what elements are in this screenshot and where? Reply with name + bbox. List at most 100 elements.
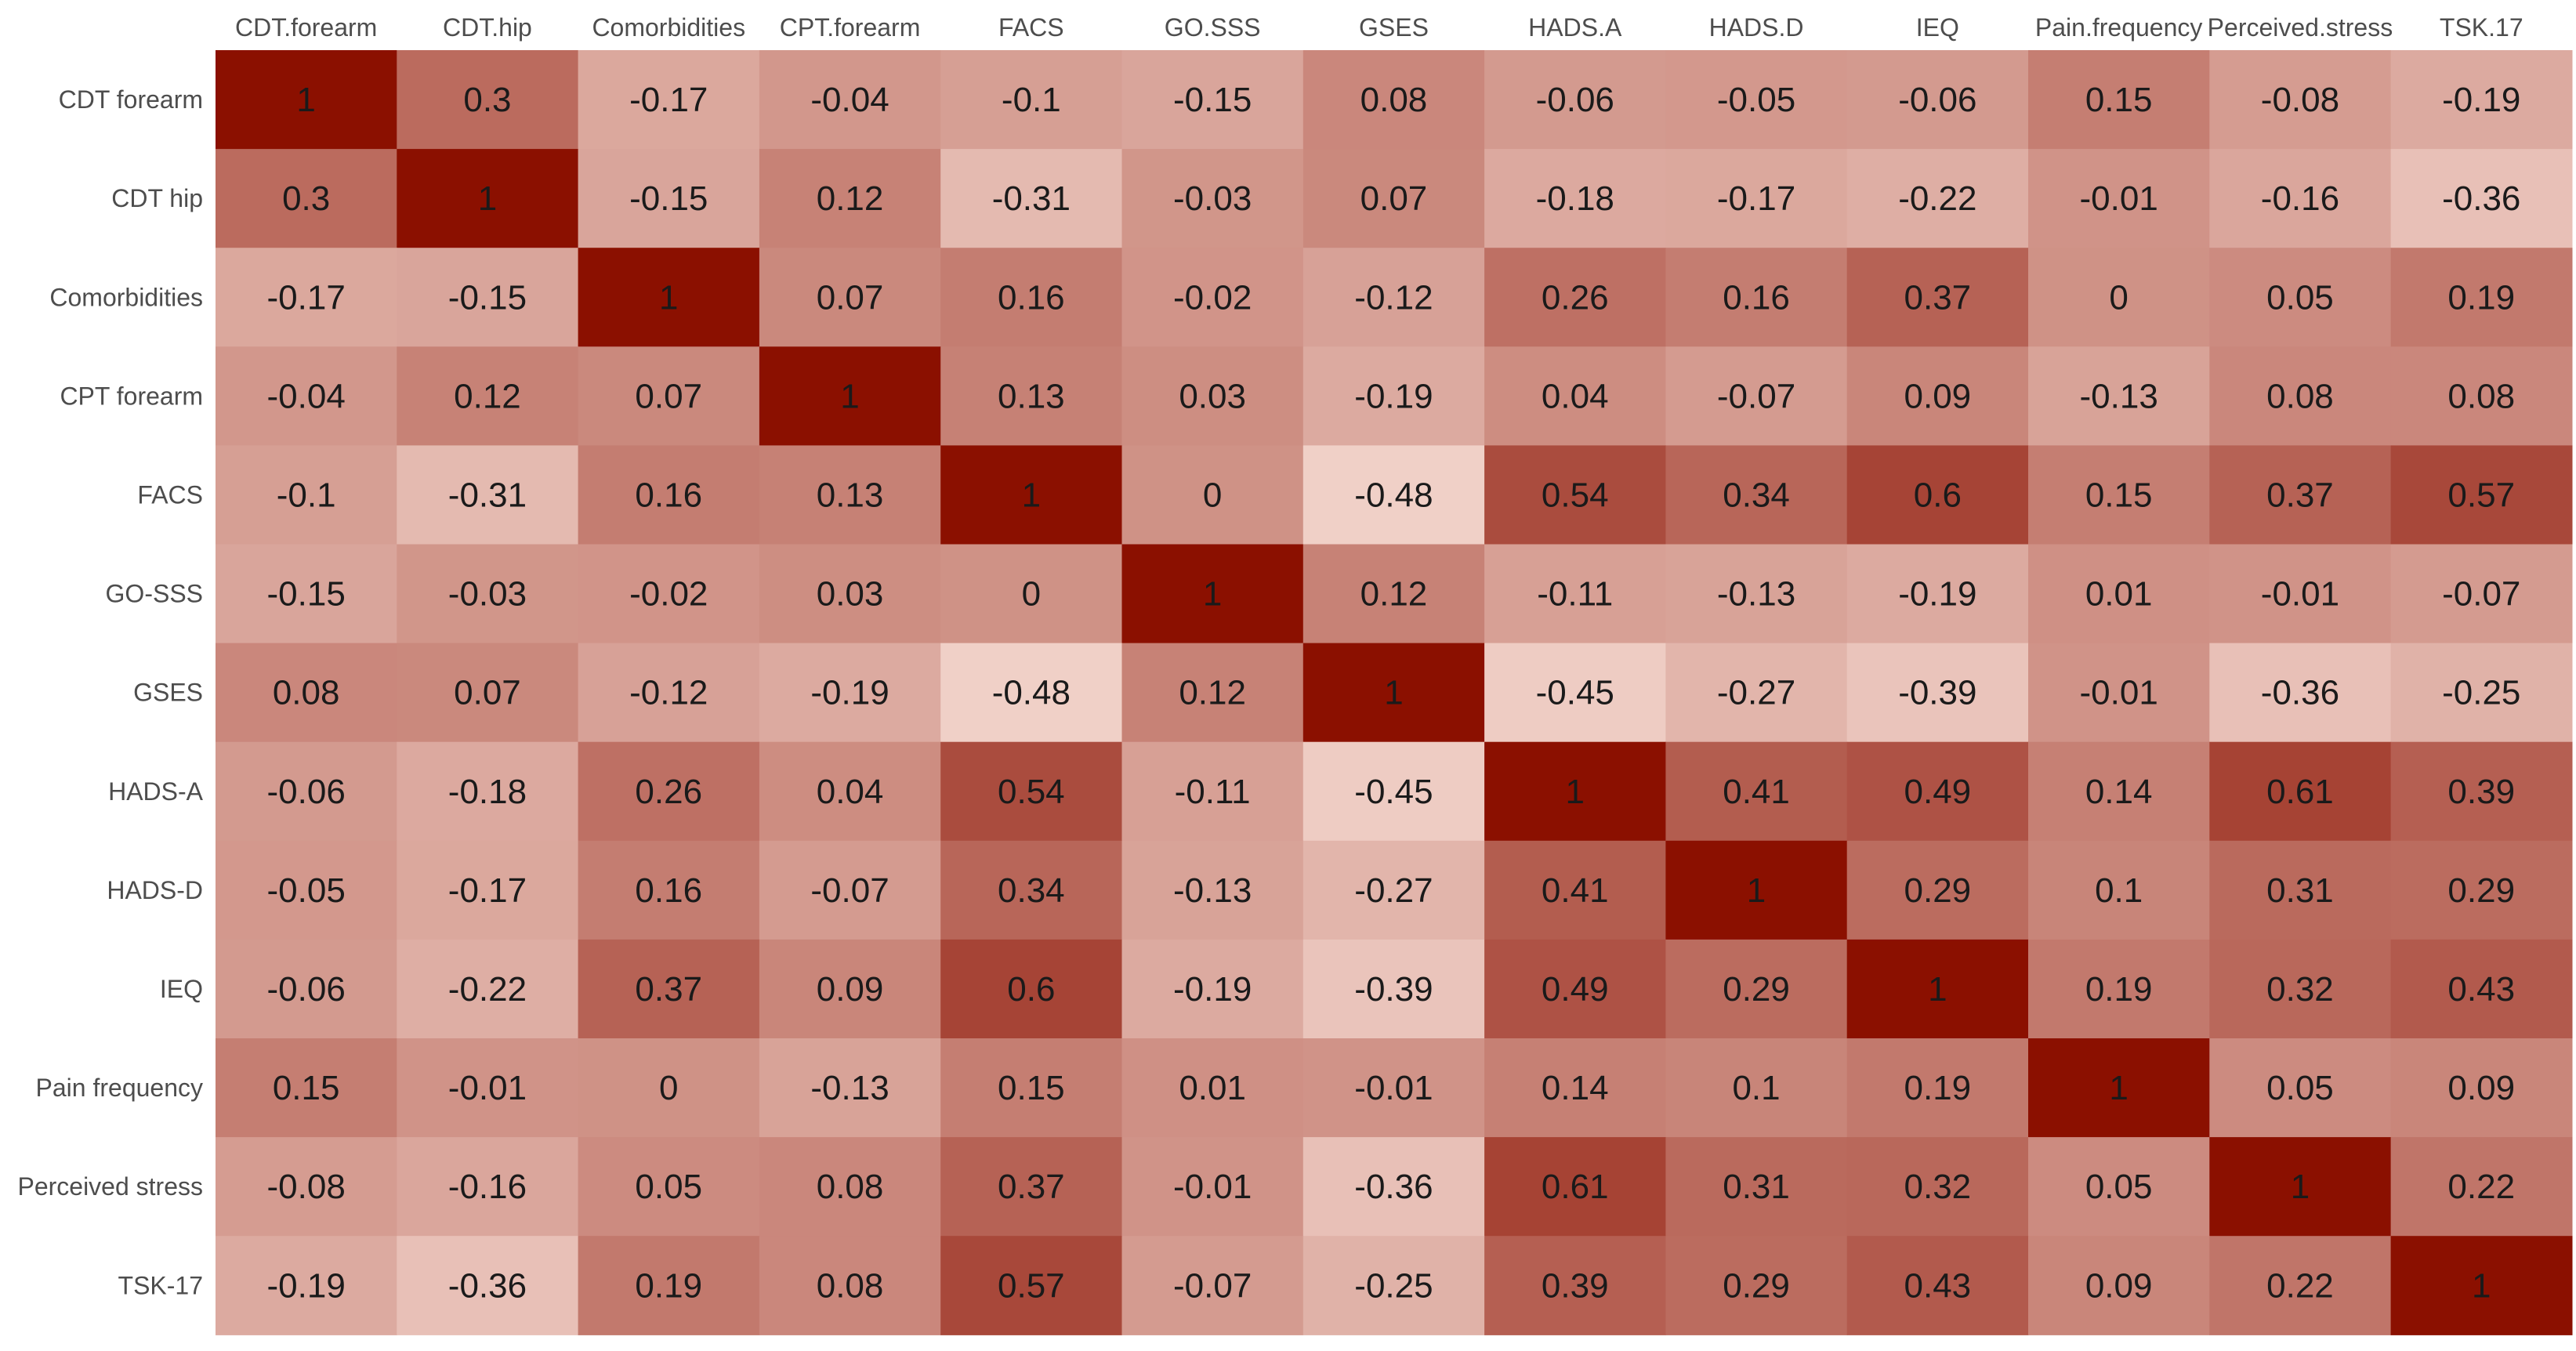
cell-value-label: -0.17	[448, 871, 527, 910]
heatmap-cell	[1846, 840, 2029, 940]
cell-value-label: -0.17	[267, 278, 346, 317]
cell-value-label: 0.37	[635, 970, 702, 1009]
row-label: GO-SSS	[106, 580, 203, 608]
heatmap-cell	[1302, 50, 1485, 150]
cell-value-label: 0.14	[2085, 773, 2153, 811]
heatmap-cell	[1665, 840, 1848, 940]
heatmap-cell	[1846, 1236, 2029, 1335]
cell-value-label: 0.07	[1360, 179, 1428, 218]
heatmap-cell	[2209, 346, 2392, 446]
row-label: TSK-17	[118, 1271, 203, 1299]
cell-value-label: 0.6	[1914, 476, 1962, 514]
cell-value-label: -0.15	[1173, 81, 1252, 119]
cell-value-label: -0.19	[2442, 81, 2520, 119]
heatmap-cell	[1846, 1038, 2029, 1138]
heatmap-cell	[397, 1236, 579, 1335]
cell-value-label: 0.15	[2085, 476, 2153, 514]
heatmap-cell	[578, 346, 760, 446]
cell-value-label: 0.22	[2266, 1266, 2334, 1305]
heatmap-cell	[1121, 741, 1304, 842]
heatmap-cell	[1846, 741, 2029, 842]
column-label: CDT.hip	[443, 13, 532, 42]
cell-value-label: 0.07	[817, 278, 884, 317]
heatmap-cell	[2209, 741, 2392, 842]
cell-value-label: -0.18	[448, 773, 527, 811]
heatmap-cell	[759, 939, 941, 1039]
heatmap-cell	[1665, 1038, 1848, 1138]
cell-value-label: -0.01	[2080, 674, 2158, 712]
heatmap-cell	[1846, 346, 2029, 446]
column-label: IEQ	[1916, 13, 1959, 42]
heatmap-cell	[2209, 1038, 2392, 1138]
cell-value-label: 0.34	[1723, 476, 1790, 514]
cell-value-label: -0.19	[1173, 970, 1252, 1009]
heatmap-cell	[759, 346, 941, 446]
cell-value-label: 0.41	[1723, 773, 1790, 811]
cell-value-label: 0.49	[1542, 970, 1609, 1009]
row-label: CDT hip	[111, 184, 203, 212]
cell-value-label: -0.05	[1717, 81, 1795, 119]
heatmap-cell	[2390, 149, 2573, 248]
heatmap-cell	[2209, 840, 2392, 940]
heatmap-cell	[1846, 1137, 2029, 1237]
heatmap-cell	[940, 1236, 1123, 1335]
heatmap-cell	[2390, 1137, 2573, 1237]
cell-value-label: 0.16	[1723, 278, 1790, 317]
cell-value-label: 0.12	[454, 377, 521, 415]
heatmap-cell	[397, 445, 579, 545]
cell-value-label: 0.16	[635, 476, 702, 514]
heatmap-cell	[2209, 643, 2392, 743]
heatmap-cell	[397, 248, 579, 347]
heatmap-cell	[1484, 643, 1666, 743]
heatmap-cell	[2390, 1038, 2573, 1138]
cell-value-label: 0.1	[2095, 871, 2143, 910]
cell-value-label: -0.25	[1354, 1266, 1433, 1305]
cell-value-label: 0.31	[2266, 871, 2334, 910]
heatmap-cell	[759, 149, 941, 248]
heatmap-cell	[2390, 643, 2573, 743]
heatmap-cell	[578, 248, 760, 347]
cell-value-label: -0.11	[1175, 773, 1251, 811]
cell-value-label: -0.16	[2261, 179, 2339, 218]
heatmap-cell	[1665, 248, 1848, 347]
heatmap-cell	[578, 741, 760, 842]
heatmap-cell	[578, 50, 760, 150]
heatmap-cell	[578, 1137, 760, 1237]
cell-value-label: -0.22	[448, 970, 527, 1009]
cell-value-label: -0.13	[1717, 575, 1795, 614]
cell-value-label: -0.06	[267, 773, 346, 811]
cell-value-label: 1	[296, 81, 315, 119]
cell-value-label: -0.17	[1717, 179, 1795, 218]
heatmap-cell	[1121, 346, 1304, 446]
cell-value-label: 0.08	[2447, 377, 2515, 415]
heatmap-cell	[759, 643, 941, 743]
cell-value-label: 0.54	[1542, 476, 1609, 514]
cell-value-label: -0.08	[267, 1168, 346, 1206]
column-label: HADS.A	[1528, 13, 1622, 42]
heatmap-cell	[578, 544, 760, 644]
cell-value-label: 0.3	[463, 81, 511, 119]
cell-value-label: 0.29	[1904, 871, 1972, 910]
cell-value-label: 0.01	[2085, 575, 2153, 614]
cell-value-label: -0.07	[1173, 1266, 1252, 1305]
cell-value-label: 0.1	[1732, 1069, 1780, 1107]
cell-value-label: -0.13	[810, 1069, 889, 1107]
heatmap-cell	[397, 149, 579, 248]
cell-value-label: -0.1	[277, 476, 336, 514]
cell-value-label: 0.61	[2266, 773, 2334, 811]
cell-value-label: 0.37	[2266, 476, 2334, 514]
cell-value-label: -0.02	[629, 575, 708, 614]
heatmap-cell	[1302, 939, 1485, 1039]
cell-value-label: -0.19	[1354, 377, 1433, 415]
heatmap-cell	[1484, 346, 1666, 446]
cell-value-label: 0.41	[1542, 871, 1609, 910]
heatmap-cell	[2209, 149, 2392, 248]
heatmap-cell	[759, 1038, 941, 1138]
column-label: Perceived.stress	[2208, 13, 2393, 42]
column-label: Pain.frequency	[2035, 13, 2202, 42]
cell-value-label: -0.48	[992, 674, 1071, 712]
cell-value-label: -0.04	[810, 81, 889, 119]
cell-value-label: 0.3	[282, 179, 330, 218]
cell-value-label: 0.09	[817, 970, 884, 1009]
cell-value-label: 0.26	[1542, 278, 1609, 317]
